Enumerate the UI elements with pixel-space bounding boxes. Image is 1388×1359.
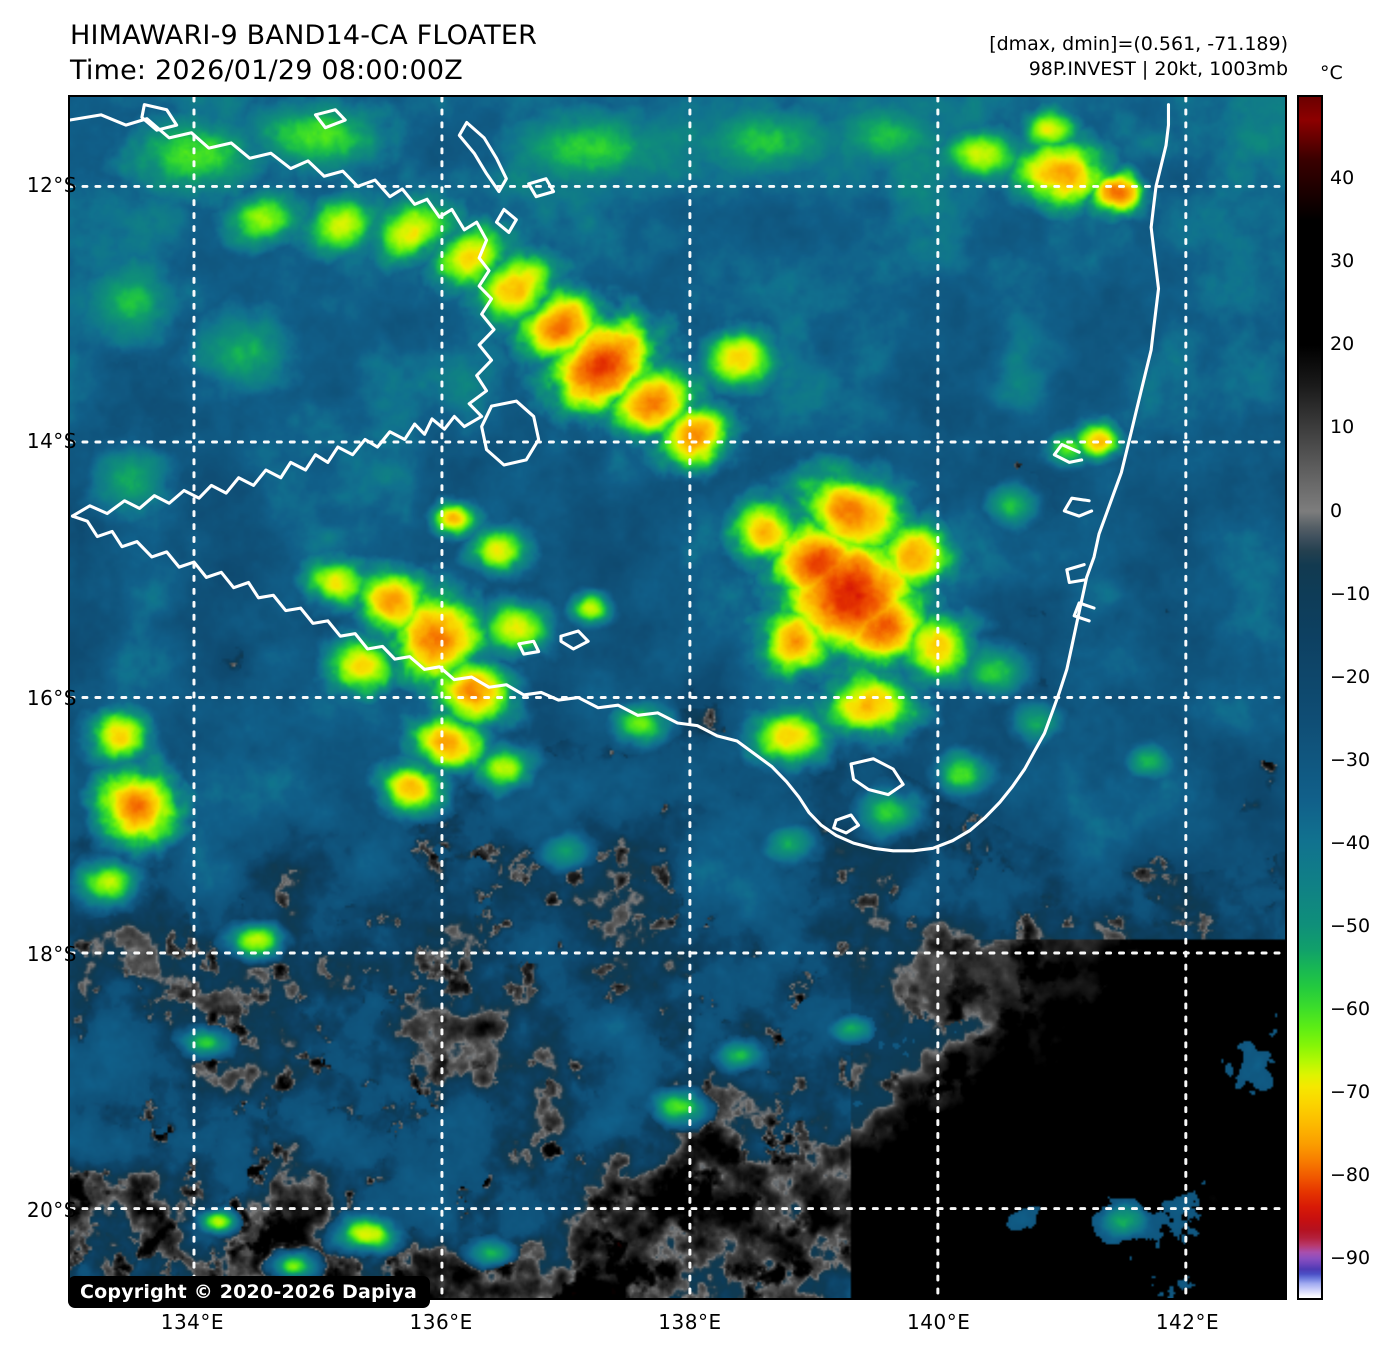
colorbar-tick-label: −60 (1330, 998, 1371, 1021)
coastline-path (494, 207, 518, 234)
coastline-path (140, 103, 179, 132)
colorbar-tick-label: −30 (1330, 748, 1371, 771)
coastline-path (457, 120, 508, 194)
coastline-path (313, 108, 347, 130)
coastline-path (70, 113, 496, 436)
gridline-layer (70, 97, 1285, 1298)
colorbar-tick-label: 0 (1330, 499, 1343, 522)
map-overlay (70, 97, 1285, 1298)
satellite-image-plot[interactable] (68, 95, 1287, 1300)
coastline-path (1062, 496, 1094, 518)
colorbar-tick-label: −70 (1330, 1081, 1371, 1104)
coastline-path (559, 629, 590, 651)
title-block: HIMAWARI-9 BAND14-CA FLOATER Time: 2026/… (70, 18, 537, 88)
coastline-path (480, 399, 541, 467)
colorbar-tick-label: 10 (1330, 416, 1355, 439)
colorbar-tick-label: 40 (1330, 167, 1355, 190)
colorbar-tick-label: −40 (1330, 831, 1371, 854)
x-axis-tick-label: 140°E (907, 1310, 971, 1334)
coastline-path (70, 422, 417, 518)
dminmax-label: [dmax, dmin]=(0.561, -71.189) (989, 33, 1288, 55)
coastline-path (832, 813, 861, 835)
y-axis-tick-label: 16°S (26, 685, 77, 710)
y-axis-tick-label: 18°S (26, 941, 77, 966)
timestamp-label: Time: 2026/01/29 08:00:00Z (70, 55, 463, 87)
y-axis-tick-label: 14°S (26, 429, 77, 454)
page-title: HIMAWARI-9 BAND14-CA FLOATER (70, 20, 538, 51)
colorbar-tick-label: −90 (1330, 1247, 1371, 1270)
coastline-path (527, 177, 556, 199)
storm-info-label: 98P.INVEST | 20kt, 1003mb (1028, 57, 1288, 80)
temperature-colorbar[interactable] (1297, 95, 1323, 1300)
colorbar-tick-label: −20 (1330, 665, 1371, 688)
colorbar-unit-label: °C (1320, 62, 1343, 84)
metadata-block: [dmax, dmin]=(0.561, -71.189) 98P.INVEST… (989, 32, 1288, 81)
colorbar-tick-label: 30 (1330, 250, 1355, 273)
coastline-layer (70, 103, 1171, 853)
coastline-path (1065, 563, 1086, 585)
coastline-path (517, 639, 541, 656)
y-axis-tick-label: 12°S (26, 172, 77, 197)
colorbar-tick-label: −50 (1330, 915, 1371, 938)
x-axis-tick-label: 134°E (160, 1310, 225, 1334)
y-axis-tick-label: 20°S (26, 1198, 77, 1223)
x-axis-tick-label: 136°E (409, 1310, 473, 1334)
x-axis-tick-label: 138°E (658, 1310, 722, 1334)
coastline-path (70, 103, 1171, 853)
coastline-path (1052, 442, 1084, 464)
copyright-banner: Copyright © 2020-2026 Dapiya (68, 1276, 431, 1308)
colorbar-tick-label: −10 (1330, 582, 1371, 605)
coastline-path (849, 757, 905, 797)
coastline-path (1072, 601, 1096, 623)
colorbar-tick-label: 20 (1330, 333, 1355, 356)
x-axis-tick-label: 142°E (1155, 1310, 1220, 1334)
colorbar-tick-label: −80 (1330, 1164, 1371, 1187)
